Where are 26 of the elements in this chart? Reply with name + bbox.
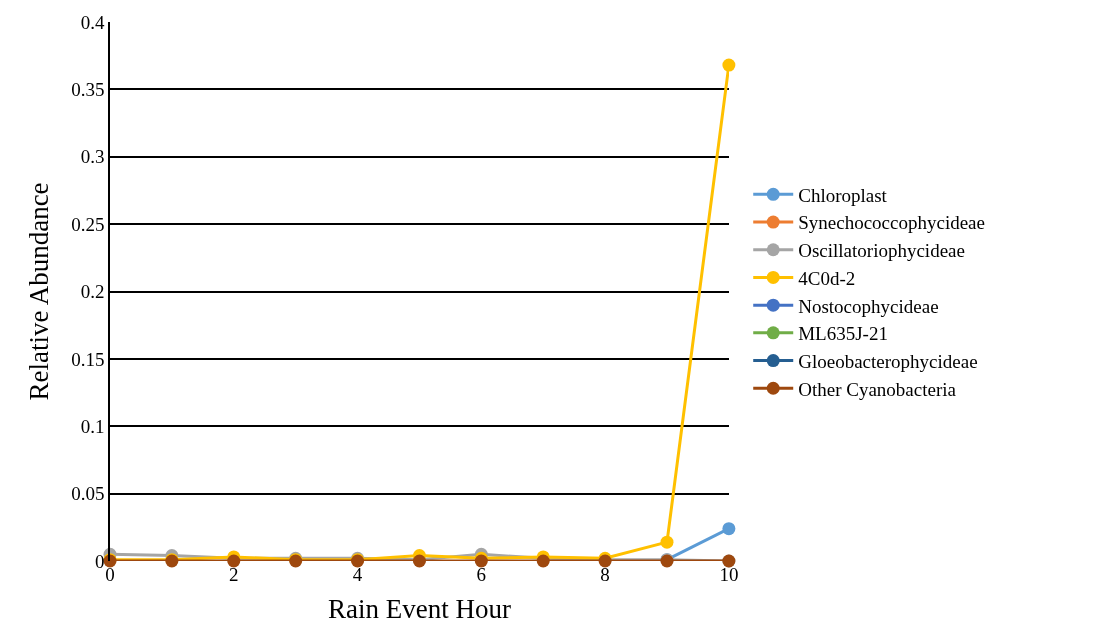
legend-label: Nostocophycideae — [798, 295, 939, 317]
y-tick-label: 0.15 — [71, 348, 105, 370]
point — [722, 522, 736, 536]
y-tick-label: 0.05 — [71, 483, 105, 505]
legend-label: ML635J-21 — [798, 323, 888, 345]
x-tick-label: 2 — [229, 564, 239, 585]
y-tick-label: 0.25 — [71, 213, 105, 235]
y-tick-label: 0.1 — [80, 415, 105, 437]
y-axis-title: Relative Abundance — [23, 182, 54, 401]
y-tick-label: 0.2 — [80, 281, 105, 303]
legend-label: Chloroplast — [798, 184, 888, 206]
y-tick-label: 0.3 — [80, 146, 105, 168]
point — [722, 58, 736, 72]
legend-label: 4C0d-2 — [798, 267, 856, 289]
x-axis-title: Rain Event Hour — [327, 594, 511, 625]
x-tick-label: 4 — [352, 564, 363, 585]
x-tick-label: 10 — [719, 564, 739, 585]
x-tick-label: 6 — [476, 564, 487, 585]
legend-label: Oscillatoriophycideae — [798, 240, 965, 262]
legend-label: Other Cyanobacteria — [798, 378, 957, 400]
x-tick-label: 8 — [600, 564, 610, 585]
legend-label: Gloeobacterophycideae — [798, 350, 978, 372]
legend-label: Synechococcophycideae — [798, 212, 985, 234]
y-tick-label: 0.4 — [80, 11, 105, 33]
y-tick-label: 0.35 — [71, 79, 105, 101]
point — [660, 535, 674, 549]
